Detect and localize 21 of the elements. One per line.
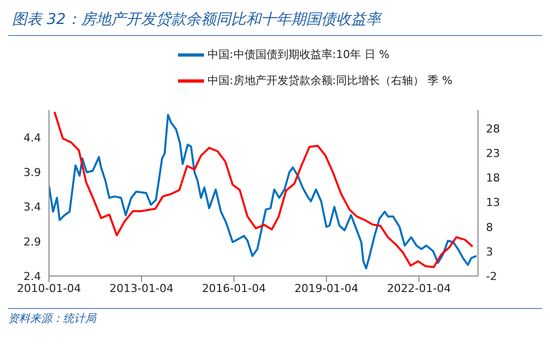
- y2-tick-label: 13: [486, 196, 500, 210]
- chart-title: 图表 32：房地产开发贷款余额同比和十年期国债收益率: [8, 8, 542, 36]
- x-tick-label: 2013-01-04: [110, 282, 174, 295]
- legend-label: 中国:中债国债到期收益率:10年 日 %: [208, 48, 390, 62]
- y2-tick-label: 18: [486, 172, 500, 185]
- y-tick-label: 3.9: [24, 166, 41, 180]
- y-tick-label: 2.9: [24, 235, 41, 248]
- y-tick-label: 3.4: [24, 200, 41, 214]
- text: 资料来源：统计局: [8, 311, 542, 326]
- x-tick-label: 2010-01-04: [17, 282, 81, 295]
- legend-label: 中国:房地产开发贷款余额:同比增长（右轴） 季 %: [208, 74, 452, 88]
- x-tick-label: 2022-01-04: [386, 282, 451, 295]
- y-tick-label: 4.4: [24, 132, 41, 145]
- y2-tick-label: 8: [486, 220, 493, 234]
- y2-tick-label: 23: [486, 147, 500, 160]
- x-tick-label: 2019-01-04: [294, 282, 358, 295]
- y2-tick-label: -2: [486, 270, 497, 283]
- y2-tick-label: 28: [486, 122, 500, 136]
- y-tick-label: 2.4: [24, 270, 41, 283]
- y2-tick-label: 3: [486, 245, 493, 258]
- x-tick-label: 2016-01-04: [202, 282, 266, 295]
